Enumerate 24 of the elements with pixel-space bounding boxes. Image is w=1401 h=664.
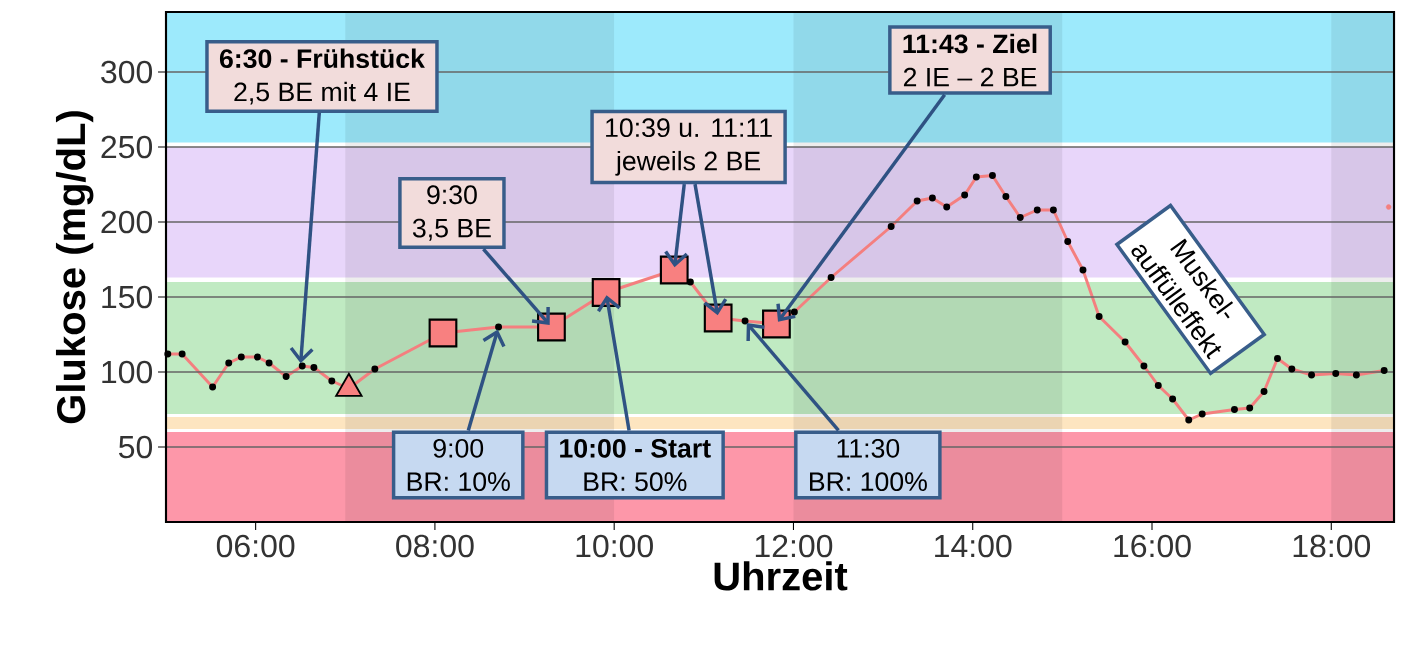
x-tick-label: 08:00	[396, 534, 474, 558]
y-tick-label: 50	[118, 435, 153, 459]
annotation: 10:00 - Start BR: 50%	[560, 438, 711, 492]
annotation: 9:00 BR: 10%	[407, 438, 510, 492]
x-tick-label: 10:00	[576, 534, 653, 558]
x-tick-label: 14:00	[935, 534, 1012, 558]
y-tick-label: 100	[102, 360, 153, 384]
x-tick-label: 12:00	[755, 534, 833, 558]
y-tick-label: 150	[102, 285, 153, 309]
annotation: 11:43 - Ziel 2 IE – 2 BE	[903, 33, 1037, 87]
y-tick-label: 200	[101, 210, 153, 234]
y-axis-title: Glukose (mg/dL)	[55, 111, 94, 424]
annotation: 10:39 u. 11:11 jeweils 2 BE	[606, 118, 772, 176]
annotation: 6:30 - Frühstück 2,5 BE mit 4 IE	[219, 48, 425, 105]
x-tick-label: 16:00	[1114, 534, 1191, 558]
point	[428, 318, 458, 348]
x-axis-title: Uhrzeit	[714, 561, 848, 591]
annotation: 11:30 BR: 100%	[810, 438, 927, 492]
point	[1385, 204, 1392, 210]
x-tick-label: 06:00	[216, 534, 295, 558]
annotation: 9:30 3,5 BE	[412, 185, 491, 241]
y-tick-label: 300	[101, 60, 153, 84]
x-tick-label: 18:00	[1293, 534, 1371, 558]
y-tick-label: 250	[101, 135, 153, 159]
